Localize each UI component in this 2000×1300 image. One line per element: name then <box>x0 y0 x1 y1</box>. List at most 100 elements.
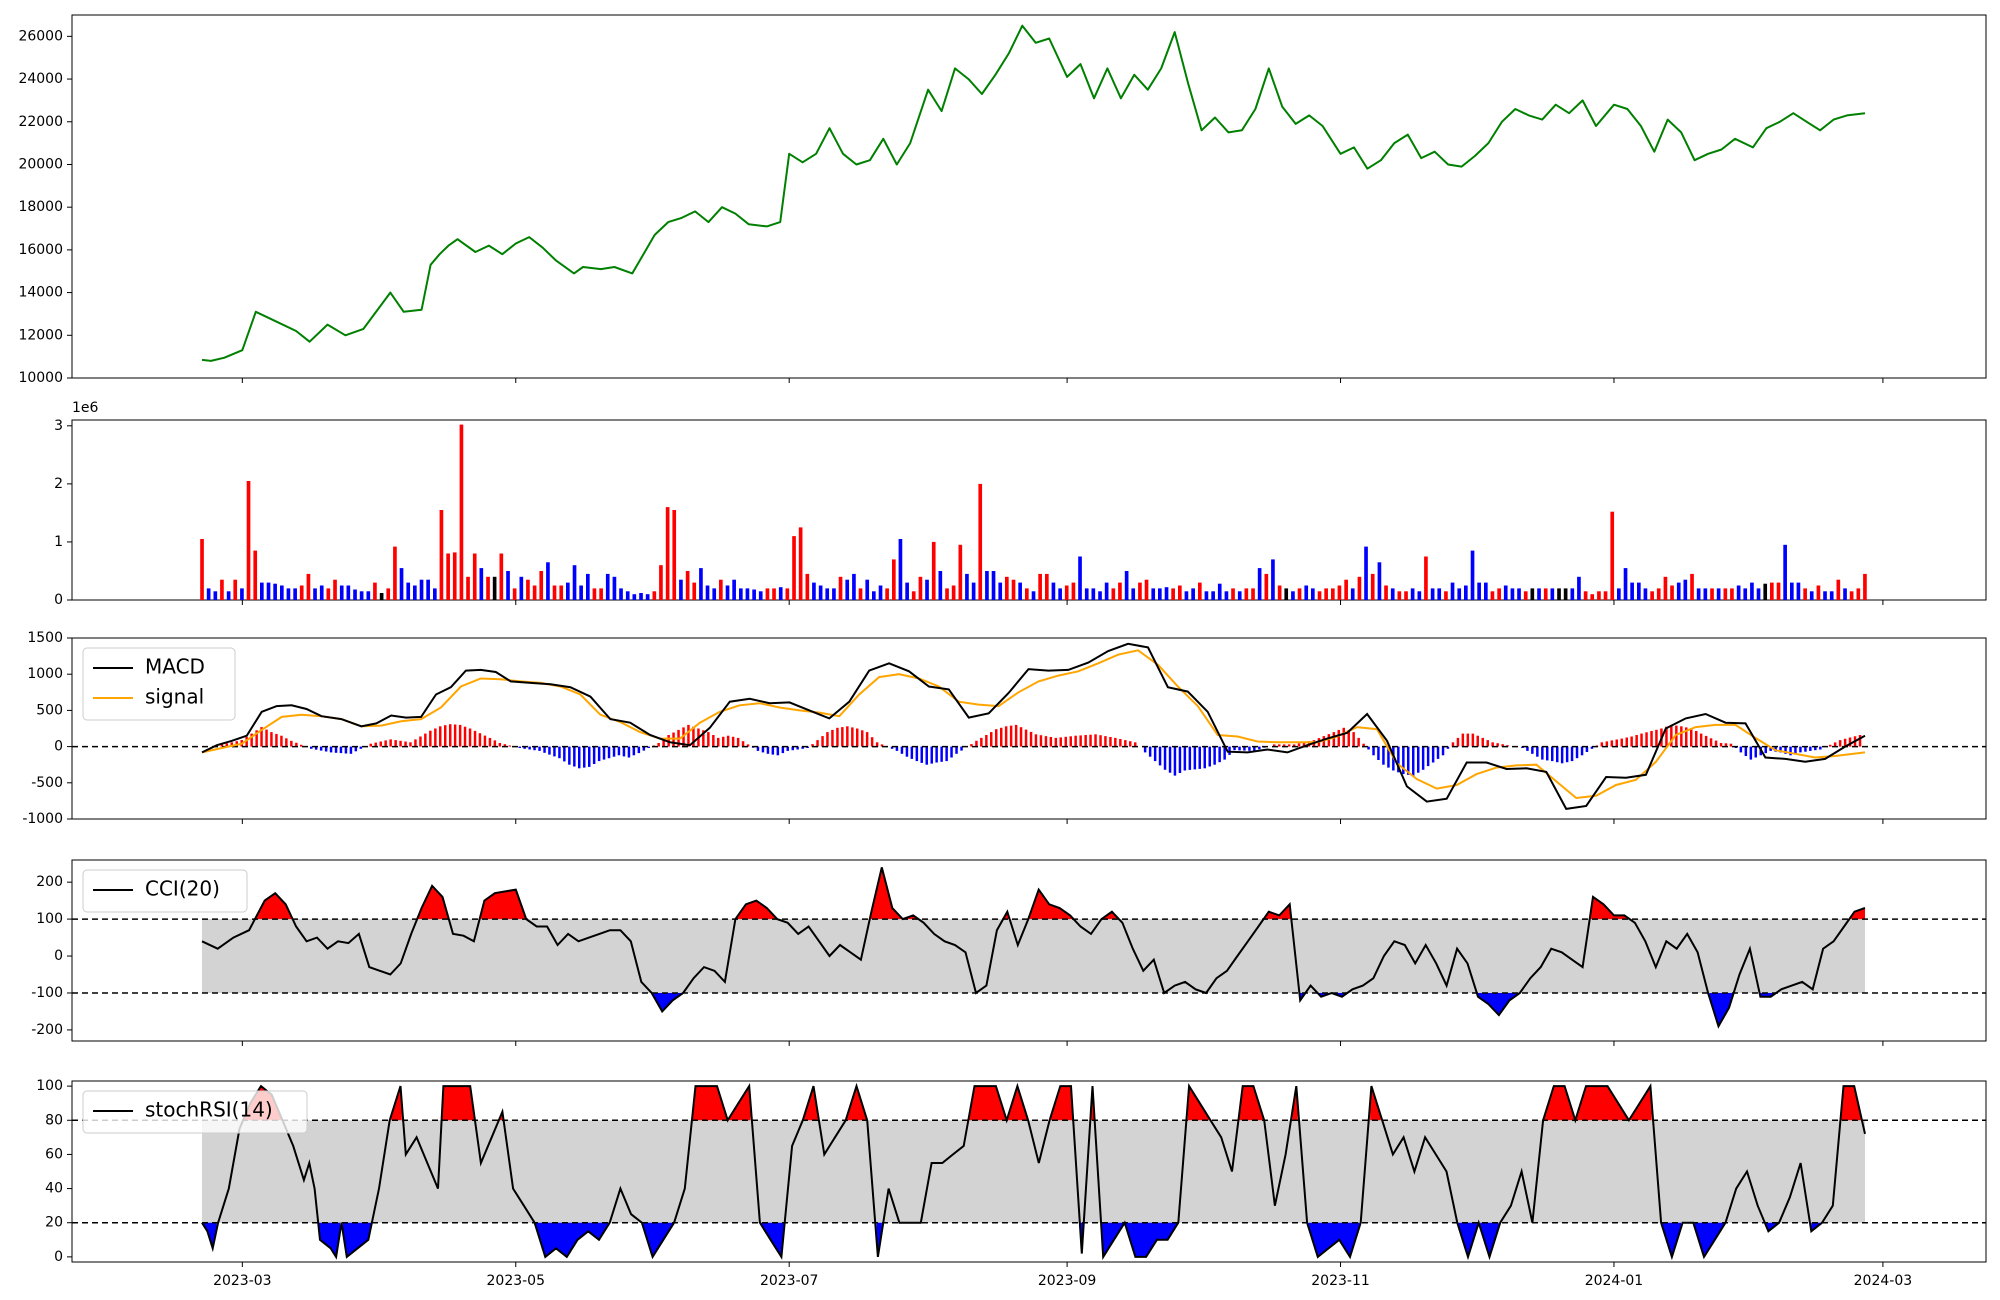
volume-ytick-label: 1 <box>54 534 63 550</box>
macd-hist-bar <box>722 736 725 747</box>
volume-bar <box>512 588 517 600</box>
macd-hist-bar <box>324 746 328 752</box>
macd-hist-bar <box>1213 746 1216 765</box>
volume-bar <box>1064 585 1069 600</box>
volume-bar <box>1617 588 1621 600</box>
macd-hist-bar <box>424 733 427 747</box>
volume-bar <box>546 562 550 600</box>
stochrsi-line <box>201 1082 1866 1261</box>
volume-bar <box>1723 588 1728 600</box>
macd-hist-bar <box>1774 746 1777 752</box>
cci-legend-label: CCI(20) <box>145 877 220 901</box>
volume-bar <box>386 588 391 600</box>
macd-hist-bar <box>399 740 402 747</box>
macd-hist-bar <box>1585 746 1589 752</box>
stochrsi-oversold-fill <box>318 1222 341 1257</box>
macd-hist-bar <box>458 724 462 747</box>
macd-hist-bar <box>712 735 715 747</box>
volume-bar <box>699 568 703 600</box>
macd-hist-bar <box>379 741 382 747</box>
macd-hist-bar <box>1729 743 1733 747</box>
macd-hist-bar <box>543 746 546 753</box>
macd-hist-bar <box>419 736 422 747</box>
cci-panel: -200 -100 0 100 200 CCI(20) <box>31 859 1987 1046</box>
macd-hist-bar <box>1709 738 1713 747</box>
stochrsi-overbought-fill <box>1630 1086 1652 1121</box>
macd-hist-bar <box>1342 727 1345 747</box>
macd-hist-bar <box>1610 740 1614 747</box>
volume-bar <box>1783 544 1787 600</box>
macd-hist-bar <box>1054 737 1058 747</box>
stochrsi-legend-box <box>82 1090 308 1134</box>
macd-hist-bar <box>1124 740 1127 747</box>
macd-hist-bar <box>1560 746 1564 764</box>
macd-hist-bar <box>339 746 343 754</box>
macd-hist-bar <box>990 732 993 747</box>
macd-hist-bar <box>985 735 988 747</box>
macd-hist-bar <box>622 746 626 757</box>
macd-hist-bar <box>776 746 780 756</box>
volume-bar <box>1311 588 1315 600</box>
volume-bar <box>1597 591 1601 600</box>
volume-offset-label: 1e6 <box>72 400 99 416</box>
macd-hist-bar <box>1248 746 1251 751</box>
cci-ytick-label: 100 <box>36 911 63 927</box>
volume-bar <box>1630 582 1634 600</box>
macd-hist-bar <box>1273 744 1276 747</box>
macd-hist-bar <box>503 744 507 747</box>
macd-hist-bar <box>384 740 387 747</box>
cci-overbought-fill <box>417 885 448 920</box>
macd-hist-bar <box>1243 746 1246 751</box>
stochrsi-frame <box>71 1080 1987 1263</box>
stochrsi-overbought-fill <box>442 1086 475 1121</box>
volume-bar <box>685 571 690 600</box>
macd-hist-bar <box>1769 746 1772 751</box>
macd-hist-bar <box>310 746 313 749</box>
macd-hist-bar <box>1699 733 1703 747</box>
macd-hist-bar <box>1556 746 1559 763</box>
macd-hist-bar <box>1337 729 1340 747</box>
volume-bar <box>333 579 337 600</box>
volume-bar <box>586 573 590 600</box>
volume-bar <box>1237 591 1242 600</box>
macd-hist-bar <box>255 730 258 747</box>
macd-hist-bar <box>1024 729 1028 747</box>
macd-hist-bar <box>225 743 229 747</box>
price-ytick-label: 18000 <box>18 199 63 215</box>
macd-hist-bar <box>1640 733 1643 747</box>
macd-hist-bar <box>275 733 278 747</box>
volume-bar <box>865 579 870 600</box>
macd-hist-bar <box>1387 746 1390 768</box>
volume-bar <box>1603 591 1608 600</box>
stochrsi-oversold-fill <box>1662 1222 1682 1257</box>
macd-hist-bar <box>295 742 298 747</box>
cci-legend-box <box>82 869 248 913</box>
macd-hist-bar <box>657 743 660 747</box>
macd-hist-bar <box>1153 746 1157 762</box>
stochrsi-oversold-fill <box>1101 1222 1124 1257</box>
volume-bar <box>1131 588 1136 600</box>
cci-oversold-fill <box>1709 993 1733 1027</box>
macd-hist-bar <box>1282 744 1286 747</box>
macd-hist-bar <box>910 746 914 759</box>
volume-bar <box>619 588 623 600</box>
volume-bar <box>559 585 564 600</box>
stochrsi-overbought-fill <box>692 1086 727 1121</box>
x-tick-label: 2023-03 <box>213 1273 272 1289</box>
macd-hist-bar <box>1163 746 1167 770</box>
volume-bar <box>1337 585 1342 600</box>
macd-hist-bar <box>1377 746 1380 760</box>
volume-bar <box>1031 591 1036 600</box>
volume-bar <box>1643 588 1648 600</box>
macd-hist-bar <box>1014 724 1018 747</box>
macd-hist-bar <box>1233 746 1236 751</box>
volume-bar <box>1843 588 1847 600</box>
macd-hist-bar <box>1218 746 1221 763</box>
macd-hist-bar <box>533 746 536 751</box>
macd-hist-bar <box>1858 735 1862 747</box>
volume-frame <box>71 419 1987 601</box>
volume-bar <box>339 585 344 600</box>
stochrsi-ytick-label: 80 <box>45 1112 63 1128</box>
macd-hist-bar <box>1178 746 1182 773</box>
macd-hist-bar <box>960 746 963 751</box>
